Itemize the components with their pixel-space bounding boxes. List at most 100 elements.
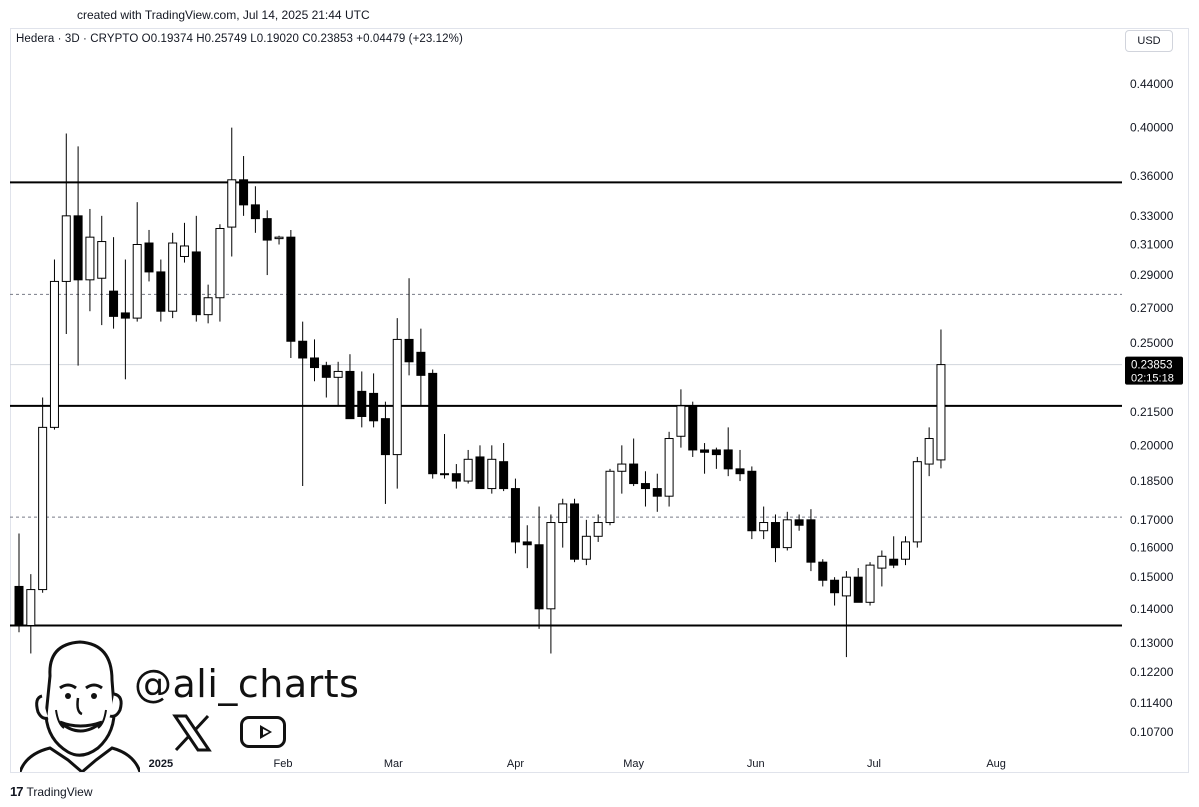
x-tick-label: Jul (867, 758, 881, 770)
candle-8 (109, 237, 119, 329)
candle-30 (369, 373, 379, 428)
chart-pane[interactable] (10, 28, 1189, 773)
candle-5 (73, 146, 83, 366)
y-tick-label: 0.11400 (1130, 696, 1173, 710)
candle-body (49, 280, 59, 428)
candle-24 (298, 321, 308, 487)
candle-body (310, 357, 319, 369)
y-tick-label: 0.10700 (1130, 725, 1174, 739)
y-tick-label: 0.27000 (1130, 301, 1174, 315)
candle-11 (144, 229, 154, 282)
candle-body (676, 405, 686, 437)
candle-34 (416, 328, 426, 406)
candle-body (759, 522, 769, 532)
candle-body (782, 519, 792, 549)
candle-19 (239, 156, 249, 216)
candle-body (570, 503, 580, 560)
candle-body (841, 576, 851, 597)
candle-61 (735, 449, 745, 482)
candle-body (546, 522, 556, 610)
candle-63 (759, 506, 769, 540)
last-price-countdown: 02:15:18 (1131, 373, 1174, 385)
candle-20 (250, 186, 260, 233)
candle-body (73, 215, 83, 281)
currency-button[interactable]: USD (1125, 30, 1173, 52)
candle-33 (404, 278, 414, 376)
candle-53 (640, 471, 650, 507)
candle-75 (901, 536, 910, 566)
candle-body (581, 535, 591, 560)
y-tick-label: 0.40000 (1130, 121, 1174, 135)
candle-body (664, 438, 674, 497)
candle-body (711, 449, 721, 456)
candles (14, 127, 946, 658)
candle-body (132, 243, 142, 319)
x-logo-icon[interactable] (172, 713, 212, 753)
candle-body (830, 579, 840, 594)
candle-59 (711, 447, 721, 469)
candle-body (901, 541, 910, 560)
candle-47 (570, 498, 580, 563)
candle-23 (286, 229, 296, 358)
candle-body (487, 458, 497, 490)
candle-body (250, 204, 260, 220)
candle-body (156, 271, 166, 312)
candle-16 (203, 284, 213, 324)
candle-body (203, 297, 213, 316)
candle-body (61, 215, 71, 282)
candle-45 (546, 514, 556, 654)
candle-body (723, 449, 733, 470)
youtube-icon[interactable] (240, 716, 286, 748)
candle-38 (463, 449, 473, 484)
candle-body (26, 589, 36, 626)
candle-1 (26, 574, 36, 654)
candle-body (853, 576, 863, 603)
y-tick-label: 0.13000 (1130, 636, 1174, 650)
candle-48 (581, 519, 591, 566)
y-tick-label: 0.16000 (1130, 541, 1174, 555)
candle-body (298, 340, 308, 359)
candle-54 (652, 473, 662, 512)
candle-0 (14, 533, 24, 633)
x-tick-label: Jun (747, 758, 765, 770)
candle-50 (605, 468, 615, 526)
candle-49 (593, 514, 603, 542)
candle-67 (806, 509, 816, 572)
candle-body (865, 564, 875, 603)
candle-body (593, 522, 603, 537)
candle-12 (156, 259, 166, 322)
candle-body (262, 218, 272, 241)
candle-21 (262, 210, 272, 276)
candle-body (475, 456, 485, 490)
candle-64 (770, 514, 780, 563)
candle-10 (132, 202, 142, 322)
candle-41 (499, 443, 509, 492)
candle-body (191, 251, 201, 316)
y-tick-label: 0.12200 (1130, 665, 1174, 679)
candle-2 (38, 397, 48, 593)
candle-55 (664, 431, 674, 507)
candle-body (735, 468, 745, 475)
candle-66 (794, 514, 804, 531)
last-price-value: 0.23853 (1131, 360, 1173, 372)
candle-body (428, 372, 438, 475)
candle-14 (179, 222, 189, 263)
candle-body (321, 365, 331, 378)
y-tick-label: 0.17000 (1130, 513, 1174, 527)
candle-25 (310, 339, 319, 382)
candle-body (806, 519, 816, 563)
candle-46 (558, 498, 568, 548)
candle-51 (617, 445, 627, 494)
candle-15 (191, 215, 201, 322)
candle-body (168, 242, 178, 312)
candle-body (629, 463, 639, 485)
candle-body (451, 473, 461, 482)
candle-73 (877, 550, 887, 587)
candle-body (522, 541, 532, 546)
candle-body (889, 558, 899, 566)
candle-37 (451, 464, 461, 489)
brand-handle: @ali_charts (134, 662, 360, 706)
candle-body (239, 179, 249, 206)
